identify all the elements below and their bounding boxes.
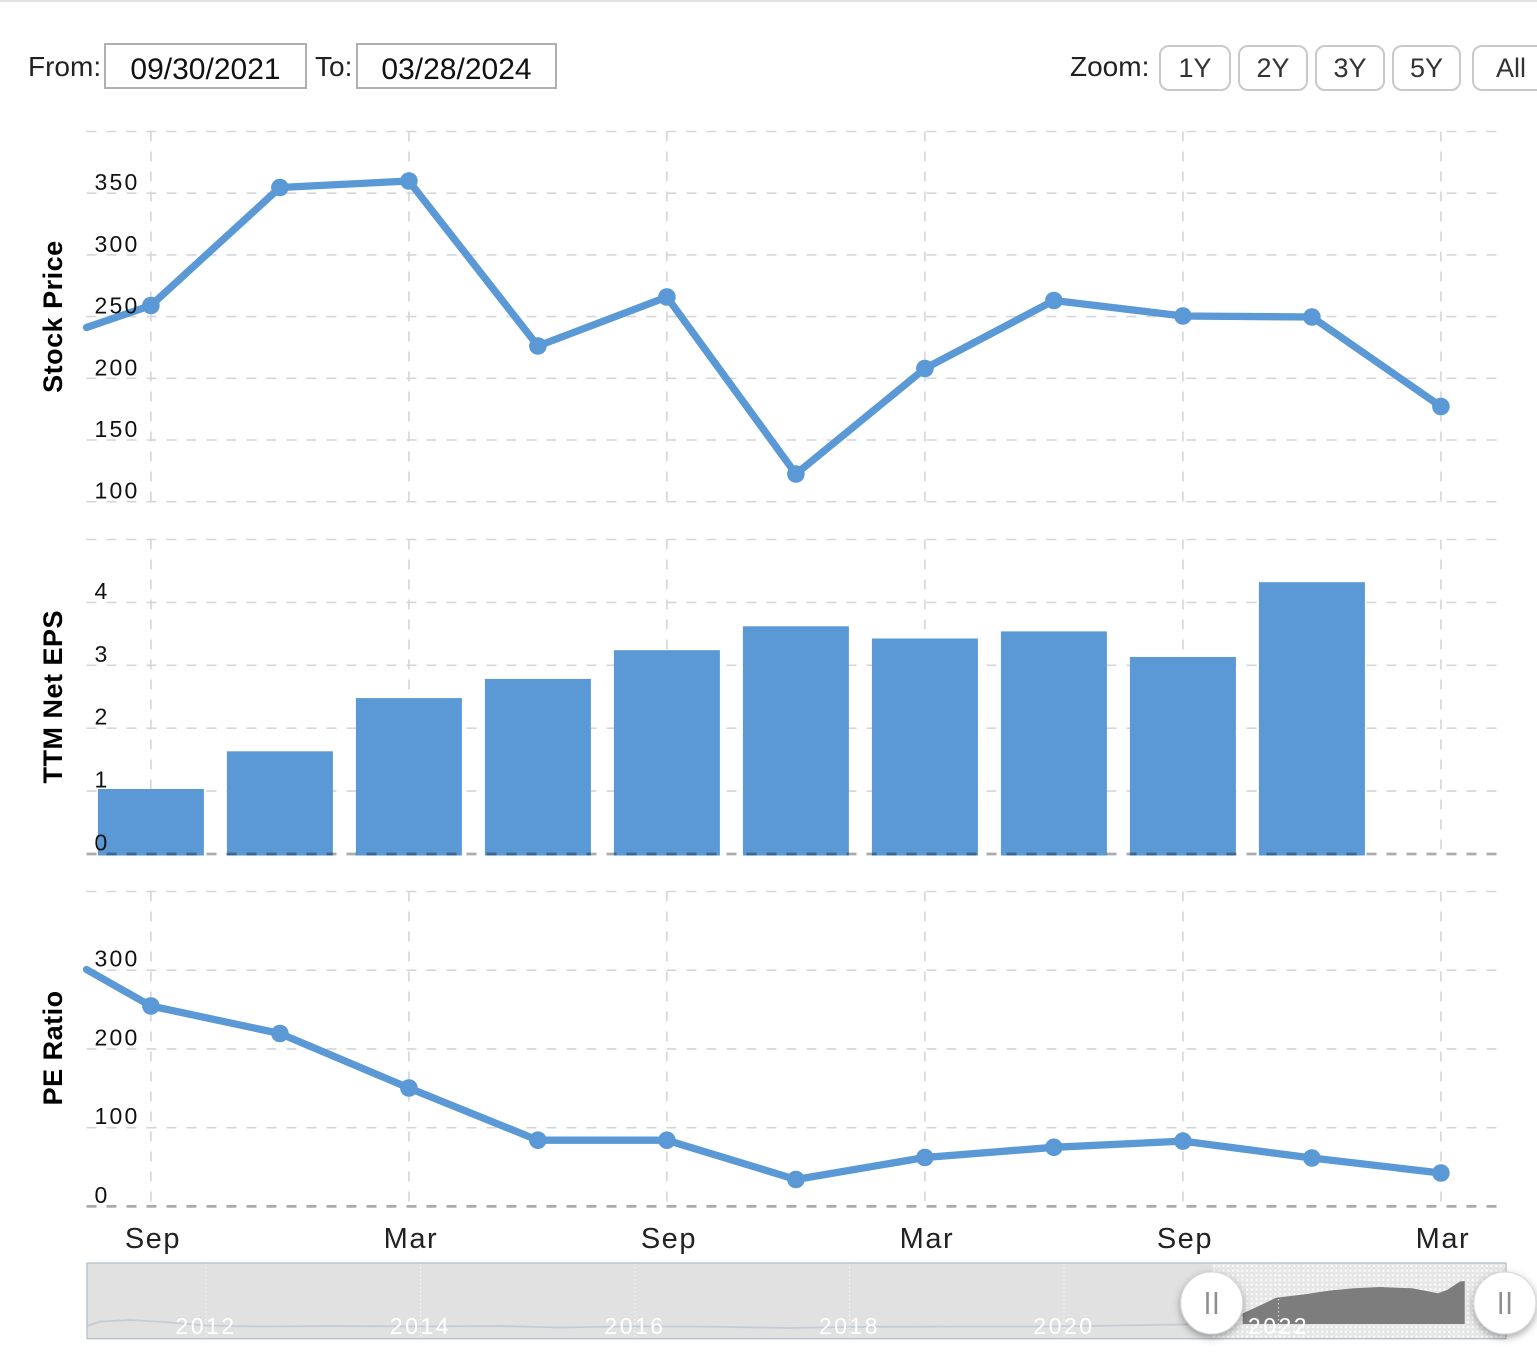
svg-text:Mar: Mar xyxy=(384,1223,438,1255)
svg-text:Mar: Mar xyxy=(900,1223,954,1255)
svg-text:200: 200 xyxy=(95,1024,140,1050)
svg-text:PE Ratio: PE Ratio xyxy=(38,990,68,1105)
svg-text:2: 2 xyxy=(95,704,110,730)
svg-text:2014: 2014 xyxy=(390,1313,451,1339)
svg-text:2020: 2020 xyxy=(1033,1313,1094,1339)
svg-text:Sep: Sep xyxy=(1157,1223,1213,1255)
svg-text:2022: 2022 xyxy=(1248,1313,1309,1339)
svg-text:2016: 2016 xyxy=(604,1313,665,1339)
svg-text:Sep: Sep xyxy=(125,1223,181,1255)
svg-text:250: 250 xyxy=(95,293,140,319)
svg-text:2018: 2018 xyxy=(819,1313,880,1339)
svg-text:350: 350 xyxy=(95,169,140,195)
svg-text:200: 200 xyxy=(95,354,140,380)
svg-text:300: 300 xyxy=(95,946,140,972)
svg-text:TTM Net EPS: TTM Net EPS xyxy=(38,610,68,784)
svg-text:Mar: Mar xyxy=(1416,1223,1470,1255)
svg-text:300: 300 xyxy=(95,231,140,257)
svg-text:2012: 2012 xyxy=(175,1313,236,1339)
svg-text:100: 100 xyxy=(95,478,140,504)
svg-text:100: 100 xyxy=(95,1103,140,1129)
svg-text:0: 0 xyxy=(95,1182,110,1208)
svg-text:Stock Price: Stock Price xyxy=(38,240,68,393)
svg-text:0: 0 xyxy=(95,830,110,856)
svg-text:4: 4 xyxy=(95,578,110,604)
svg-text:150: 150 xyxy=(95,416,140,442)
svg-text:3: 3 xyxy=(95,641,110,667)
svg-text:1: 1 xyxy=(95,767,110,793)
svg-text:Sep: Sep xyxy=(641,1223,697,1255)
